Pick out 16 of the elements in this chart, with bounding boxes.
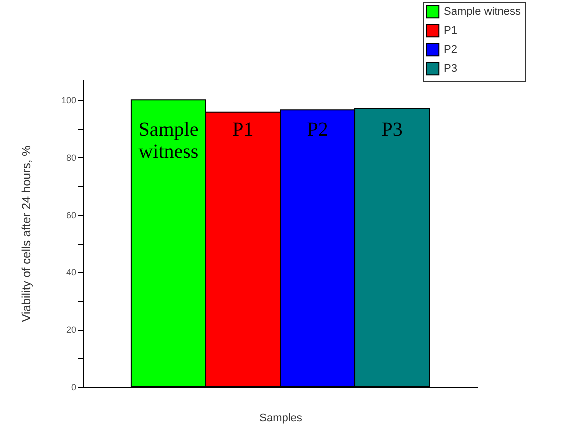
legend-label: P2 [444,44,458,56]
annotation: P3 [382,119,403,141]
legend-label: P3 [444,63,458,75]
y-tick-label: 40 [66,268,76,278]
y-tick-label: 60 [66,210,76,220]
y-tick-label: 20 [66,325,76,336]
x-axis-title: Samples [260,412,303,424]
y-axis-title: Viability of cells after 24 hours, % [19,145,34,322]
y-tick-label: 80 [66,152,76,163]
y-tick-label: 100 [61,96,76,106]
legend-label: Sample witness [444,6,522,18]
annotation: P1 [232,119,254,141]
annotation: Sample witness [138,119,199,163]
legend-label: P1 [444,25,458,37]
y-tick-label: 0 [71,382,76,392]
annotation: P2 [307,119,328,141]
